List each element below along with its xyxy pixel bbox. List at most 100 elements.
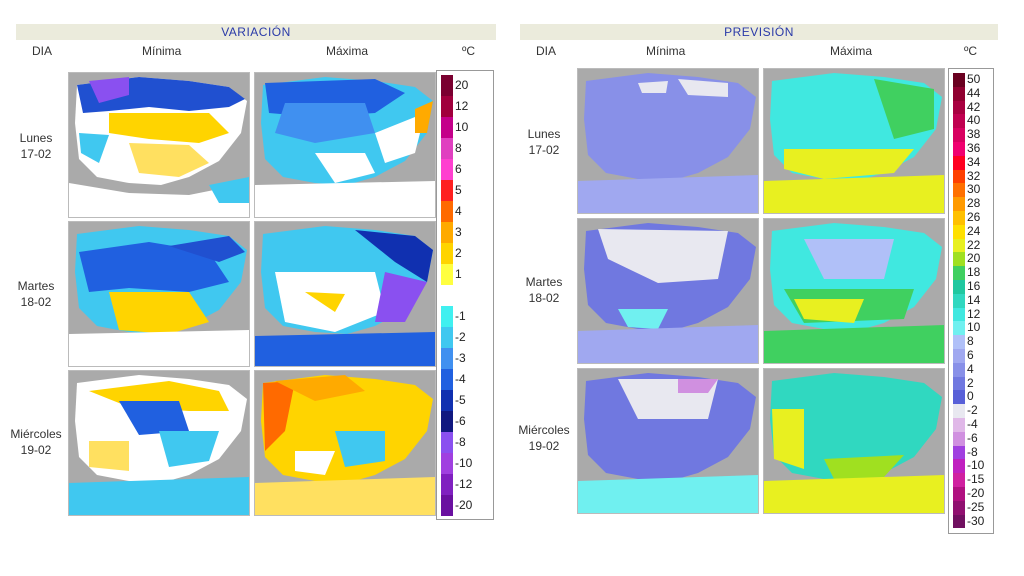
legend-label: 24 [967, 223, 981, 238]
legend-label: -8 [967, 444, 978, 459]
legend-swatch [953, 445, 965, 460]
legend-swatch [953, 335, 965, 349]
map-variacion-min-miercoles [68, 370, 250, 516]
legend-label: -5 [455, 393, 466, 407]
legend-label: 12 [967, 306, 981, 321]
legend-swatch [441, 222, 453, 243]
legend-swatch [441, 453, 453, 474]
legend-swatch [441, 495, 453, 516]
legend-swatch [441, 264, 453, 285]
day-name: Martes [17, 279, 55, 293]
legend-swatch [953, 238, 965, 253]
legend-label: -20 [967, 486, 985, 500]
legend-swatch [441, 306, 453, 327]
legend-label: 22 [967, 237, 981, 252]
legend-swatch [441, 285, 453, 306]
legend-swatch [441, 327, 453, 348]
day-date: 18-02 [20, 295, 52, 309]
legend-swatch [953, 224, 965, 239]
legend-label: 44 [967, 85, 981, 100]
legend-swatch [953, 73, 965, 87]
legend-label: 5 [455, 183, 462, 197]
legend-label: 34 [967, 154, 981, 169]
legend-swatch [441, 348, 453, 369]
legend-swatch [953, 114, 965, 129]
legend-label: 6 [455, 162, 462, 176]
legend-swatch [953, 514, 965, 529]
variacion-legend: 20 12 10 8 6 5 4 3 2 1 -1 -2 -3 -4 -5 -6 -8 -10 -12 -20 [436, 70, 494, 520]
legend-label: 20 [455, 78, 469, 92]
legend-swatch [441, 75, 453, 96]
day-name: Martes [525, 275, 563, 289]
legend-swatch [953, 100, 965, 115]
legend-label: -12 [455, 477, 473, 491]
variacion-day-2: Martes 18-02 [6, 278, 66, 310]
prevision-col-min: Mínima [646, 44, 686, 58]
legend-swatch [441, 474, 453, 495]
variacion-col-min: Mínima [142, 44, 182, 58]
prevision-col-dia: DIA [536, 44, 557, 58]
legend-swatch [953, 197, 965, 211]
legend-label: 0 [967, 389, 974, 404]
legend-swatch [953, 404, 965, 418]
prevision-day-2: Martes 18-02 [514, 274, 574, 306]
legend-label: 8 [967, 334, 974, 349]
legend-swatch [953, 211, 965, 225]
map-prevision-max-miercoles [763, 368, 945, 514]
variacion-title: VARIACIÓN [16, 24, 496, 40]
legend-swatch [953, 155, 965, 170]
legend-label: 38 [967, 127, 981, 142]
legend-swatch [441, 180, 453, 201]
map-prevision-min-lunes [577, 68, 759, 214]
legend-label: 18 [967, 265, 981, 280]
day-name: Lunes [527, 127, 561, 141]
map-prevision-max-martes [763, 218, 945, 364]
legend-label: -15 [967, 472, 985, 487]
map-variacion-max-miercoles [254, 370, 436, 516]
legend-swatch [953, 459, 965, 474]
prevision-legend: 50 44 42 40 38 36 34 32 30 28 26 24 22 20 18 16 14 12 10 8 6… [948, 68, 994, 534]
legend-label: -20 [455, 498, 473, 512]
variacion-unit: ºC [462, 44, 476, 58]
map-variacion-max-martes [254, 221, 436, 367]
legend-label: 16 [967, 279, 981, 293]
legend-label: 2 [455, 246, 462, 260]
variacion-day-1: Lunes 17-02 [6, 130, 66, 162]
legend-swatch [953, 169, 965, 184]
legend-label: 4 [967, 361, 974, 376]
legend-swatch [441, 201, 453, 222]
legend-label: -10 [455, 456, 473, 470]
legend-label: 6 [967, 348, 974, 362]
legend-label: 50 [967, 72, 981, 86]
day-date: 17-02 [20, 147, 52, 161]
legend-label: 40 [967, 113, 981, 128]
variacion-col-dia: DIA [32, 44, 53, 58]
legend-swatch [953, 252, 965, 267]
legend-label: 3 [455, 225, 462, 239]
day-name: Miércoles [518, 423, 570, 437]
legend-swatch [953, 321, 965, 336]
legend-swatch [953, 390, 965, 405]
legend-label: 10 [455, 120, 469, 134]
prevision-title: PREVISIÓN [520, 24, 998, 40]
legend-label: -6 [967, 430, 978, 445]
legend-label: -4 [967, 417, 978, 431]
legend-swatch [953, 473, 965, 487]
legend-label: 26 [967, 210, 981, 224]
legend-swatch [953, 418, 965, 432]
legend-swatch [953, 500, 965, 515]
map-prevision-max-lunes [763, 68, 945, 214]
variacion-col-max: Máxima [326, 44, 369, 58]
legend-label: 32 [967, 168, 981, 183]
legend-swatch [441, 96, 453, 117]
legend-label: 30 [967, 182, 981, 197]
legend-label: -6 [455, 414, 466, 428]
legend-label: -3 [455, 351, 466, 365]
legend-swatch [953, 142, 965, 156]
legend-swatch [953, 86, 965, 101]
prevision-unit: ºC [964, 44, 978, 58]
legend-swatch [953, 362, 965, 377]
legend-swatch [441, 390, 453, 411]
legend-label: 20 [967, 251, 981, 266]
legend-swatch [441, 117, 453, 138]
